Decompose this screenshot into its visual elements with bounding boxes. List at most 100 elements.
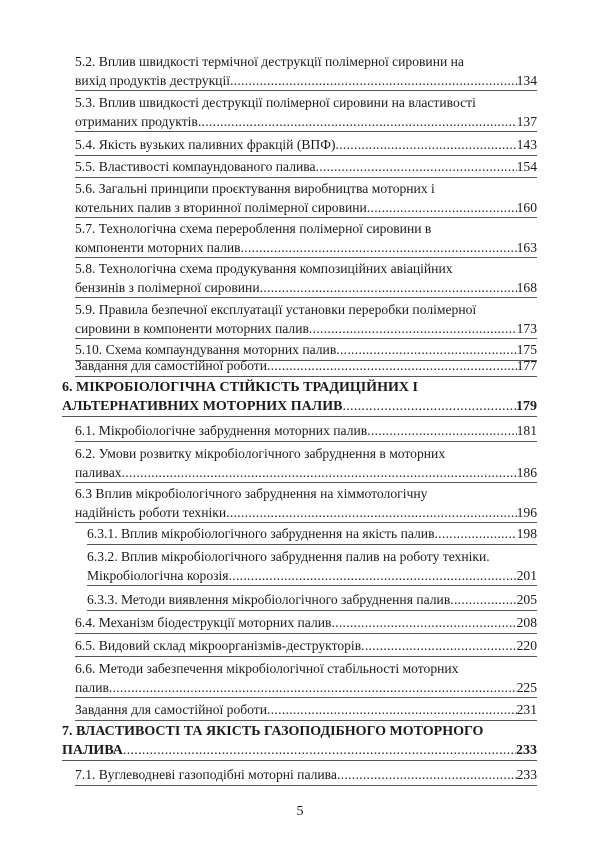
dot-leader [450, 591, 516, 610]
toc-entry-last-line: бензинів з полімерної сировини 168 [75, 279, 537, 298]
dot-leader [337, 766, 517, 785]
page-number: 5 [296, 804, 304, 819]
toc-page-number: 168 [516, 279, 537, 295]
toc-page-number: 205 [516, 592, 537, 607]
toc-entry-title-line: 6.3.3. Методи виявлення мікробіологічног… [87, 592, 451, 607]
toc-entry[interactable]: Завдання для самостійної роботи 177 [75, 357, 537, 377]
toc-entry-last-line: АЛЬТЕРНАТИВНИХ МОТОРНИХ ПАЛИВ 179 [62, 398, 537, 417]
toc-entry[interactable]: 6.3.1. Вплив мікробіологічного забруднен… [87, 525, 537, 545]
toc-page-number: 208 [516, 615, 537, 630]
toc-entry-last-line: Мікробіологічна корозія 201 [87, 567, 537, 586]
toc-entry-title-line: 7. ВЛАСТИВОСТІ ТА ЯКІСТЬ ГАЗОПОДІБНОГО М… [62, 724, 484, 739]
toc-entry[interactable]: 5.7. Технологічна схема перероблення пол… [75, 220, 537, 258]
toc-page-number: 201 [516, 567, 537, 583]
toc-page-number: 225 [516, 679, 537, 695]
toc-page-number: 137 [516, 113, 537, 129]
toc-entry[interactable]: 6. МІКРОБІОЛОГІЧНА СТІЙКІСТЬ ТРАДИЦІЙНИХ… [62, 379, 537, 417]
toc-page-number: 154 [516, 159, 537, 174]
toc-entry-title-line: Мікробіологічна корозія [87, 567, 229, 583]
toc-entry-last-line: ПАЛИВА 233 [62, 742, 537, 761]
toc-entry-title-line: 5.7. Технологічна схема перероблення пол… [75, 221, 432, 236]
toc-entry-last-line: паливах 186 [75, 464, 537, 483]
toc-page-number: 173 [516, 320, 537, 336]
toc-page-number: 143 [516, 137, 537, 152]
toc-entry[interactable]: 5.2. Вплив швидкості термічної деструкці… [75, 53, 537, 91]
dot-leader [331, 614, 516, 633]
toc-entry-last-line: надійність роботи техніки 196 [75, 504, 537, 523]
toc-entry-title-line: 5.6. Загальні принципи проєктування виро… [75, 181, 435, 196]
toc-page-number: 160 [516, 199, 537, 215]
toc-page-number: 175 [516, 342, 537, 357]
dot-leader [241, 239, 517, 258]
dot-leader [198, 113, 517, 132]
toc-entry-title-line: 6.6. Методи забезпечення мікробіологічно… [75, 661, 459, 676]
toc-entry[interactable]: Завдання для самостійної роботи 231 [75, 701, 537, 721]
toc-page-number: 196 [516, 504, 537, 520]
toc-entry[interactable]: 6.2. Умови розвитку мікробіологічного за… [75, 445, 537, 483]
toc-entry[interactable]: 5.3. Вплив швидкості деструкції полімерн… [75, 94, 537, 132]
toc-entry-title-line: отриманих продуктів [75, 113, 198, 129]
toc-entry-title-line: компоненти моторних палив [75, 239, 241, 255]
dot-leader [367, 199, 517, 218]
toc-entry-last-line: 6.1. Мікробіологічне забруднення моторни… [75, 422, 537, 442]
toc-entry[interactable]: 7.1. Вуглеводневі газоподібні моторні па… [75, 766, 537, 786]
toc-entry-title-line: бензинів з полімерної сировини [75, 279, 260, 295]
toc-entry-title-line: палив [75, 679, 109, 695]
toc-entry-title-line: паливах [75, 464, 122, 480]
dot-leader [109, 679, 517, 698]
toc-entry-title-line: 6.3.2. Вплив мікробіологічного забруднен… [87, 549, 490, 564]
toc-entry-title-line: 5.5. Властивості компаундованого палива [75, 159, 316, 174]
toc-entry[interactable]: 5.9. Правила безпечної експлуатації уста… [75, 301, 537, 339]
dot-leader [267, 357, 517, 376]
toc-entry[interactable]: 7. ВЛАСТИВОСТІ ТА ЯКІСТЬ ГАЗОПОДІБНОГО М… [62, 723, 537, 761]
toc-entry[interactable]: 5.5. Властивості компаундованого палива 1… [75, 158, 537, 178]
toc-entry-last-line: Завдання для самостійної роботи 177 [75, 357, 537, 377]
toc-entry-last-line: 5.4. Якість вузьких паливних фракцій (ВП… [75, 136, 537, 156]
dot-leader [260, 279, 517, 298]
toc-entry[interactable]: 6.3.2. Вплив мікробіологічного забруднен… [87, 548, 537, 586]
toc-entry[interactable]: 6.1. Мікробіологічне забруднення моторни… [75, 422, 537, 442]
toc-entry-title-line: 7.1. Вуглеводневі газоподібні моторні па… [75, 767, 337, 782]
toc-entry-last-line: палив 225 [75, 679, 537, 698]
dot-leader [226, 504, 516, 523]
toc-entry-last-line: компоненти моторних палив 163 [75, 239, 537, 258]
dot-leader [434, 525, 516, 544]
toc-entry-last-line: 7.1. Вуглеводневі газоподібні моторні па… [75, 766, 537, 786]
toc-page-number: 163 [516, 239, 537, 255]
dot-leader [229, 567, 517, 586]
toc-entry-last-line: отриманих продуктів 137 [75, 113, 537, 132]
toc-entry-title-line: 6.4. Механізм біодеструкції моторних пал… [75, 615, 332, 630]
toc-entry-title-line: 5.2. Вплив швидкості термічної деструкці… [75, 54, 464, 69]
toc-entry[interactable]: 5.6. Загальні принципи проєктування виро… [75, 180, 537, 218]
toc-entry-last-line: Завдання для самостійної роботи 231 [75, 701, 537, 721]
toc-entry[interactable]: 6.5. Видовий склад мікроорганізмів-дестр… [75, 637, 537, 657]
toc-page-number: 231 [516, 702, 537, 717]
toc-page-number: 177 [516, 358, 537, 373]
toc-entry-title-line: 5.4. Якість вузьких паливних фракцій (ВП… [75, 137, 336, 152]
toc-entry[interactable]: 6.3.3. Методи виявлення мікробіологічног… [87, 591, 537, 611]
toc-entry-title-line: надійність роботи техніки [75, 504, 227, 520]
toc-page-number: 179 [516, 398, 537, 414]
toc-entry[interactable]: 6.6. Методи забезпечення мікробіологічно… [75, 660, 537, 698]
toc-entry[interactable]: 5.4. Якість вузьких паливних фракцій (ВП… [75, 136, 537, 156]
toc-page-number: 181 [516, 423, 537, 438]
toc-page-number: 220 [516, 638, 537, 653]
toc-page-number: 134 [516, 72, 537, 88]
toc-entry-title-line: 5.8. Технологічна схема продукування ком… [75, 261, 453, 276]
toc-entry[interactable]: 5.8. Технологічна схема продукування ком… [75, 260, 537, 298]
toc-entry-title-line: 6.2. Умови розвитку мікробіологічного за… [75, 446, 446, 461]
toc-entry-title-line: котельних палив з вторинної полімерної с… [75, 199, 367, 215]
toc-entry-title-line: 5.3. Вплив швидкості деструкції полімерн… [75, 95, 476, 110]
toc-entry[interactable]: 6.4. Механізм біодеструкції моторних пал… [75, 614, 537, 634]
toc-entry-title-line: 5.10. Схема компаундування моторних пали… [75, 342, 337, 357]
toc-page-number: 198 [516, 526, 537, 541]
toc-entry-last-line: 6.4. Механізм біодеструкції моторних пал… [75, 614, 537, 634]
toc-entry-title-line: 6.5. Видовий склад мікроорганізмів-дестр… [75, 638, 362, 653]
dot-leader [267, 701, 517, 720]
dot-leader [122, 464, 517, 483]
toc-entry-last-line: 6.3.3. Методи виявлення мікробіологічног… [87, 591, 537, 611]
toc-entry-last-line: сировини в компоненти моторних палив 173 [75, 320, 537, 339]
dot-leader [123, 742, 516, 761]
toc-entry-title-line: 6.1. Мікробіологічне забруднення моторни… [75, 423, 368, 438]
toc-entry[interactable]: 6.3 Вплив мікробіологічного забруднення … [75, 485, 537, 523]
